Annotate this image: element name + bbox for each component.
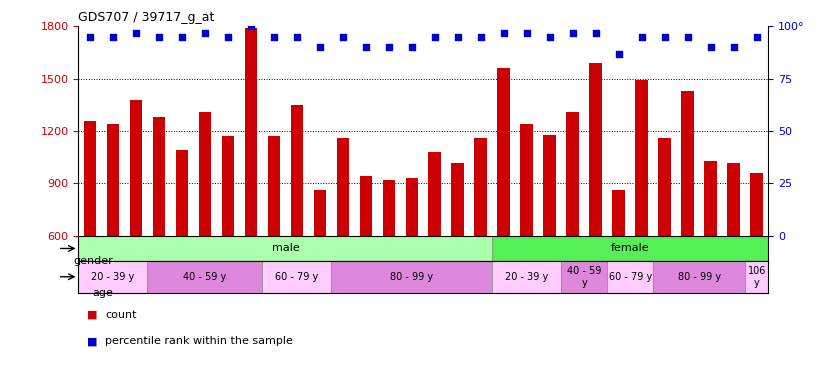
Text: gender: gender	[74, 256, 113, 266]
Point	[544, 34, 557, 40]
Bar	[492, 236, 768, 261]
Text: 106
y: 106 y	[748, 266, 766, 288]
Bar	[544, 135, 556, 236]
Bar	[520, 124, 533, 236]
Point	[313, 44, 326, 50]
Point	[406, 44, 419, 50]
Bar	[153, 117, 165, 236]
Point	[175, 34, 188, 40]
Bar	[78, 236, 492, 261]
Text: percentile rank within the sample: percentile rank within the sample	[105, 336, 292, 346]
Point	[152, 34, 165, 40]
Text: 80 - 99 y: 80 - 99 y	[390, 272, 434, 282]
Bar	[635, 80, 648, 236]
Point	[244, 23, 258, 29]
Point	[589, 30, 602, 36]
Text: female: female	[611, 243, 649, 254]
Text: ■: ■	[87, 336, 101, 346]
Text: GDS707 / 39717_g_at: GDS707 / 39717_g_at	[78, 11, 215, 24]
Point	[497, 30, 510, 36]
Bar	[198, 112, 211, 236]
Point	[268, 34, 281, 40]
Bar	[291, 105, 303, 236]
Point	[130, 30, 143, 36]
Bar	[474, 138, 487, 236]
Bar	[750, 173, 763, 236]
Bar	[130, 100, 142, 236]
Bar	[681, 91, 694, 236]
Point	[566, 30, 579, 36]
Bar	[562, 261, 607, 292]
Bar	[331, 261, 492, 292]
Bar	[705, 161, 717, 236]
Point	[290, 34, 303, 40]
Bar	[406, 178, 418, 236]
Text: count: count	[105, 310, 136, 320]
Bar	[382, 180, 395, 236]
Text: 80 - 99 y: 80 - 99 y	[677, 272, 721, 282]
Bar	[612, 190, 625, 236]
Text: 60 - 79 y: 60 - 79 y	[609, 272, 652, 282]
Point	[359, 44, 373, 50]
Text: ■: ■	[87, 310, 101, 320]
Bar	[452, 162, 464, 236]
Point	[474, 34, 487, 40]
Text: 20 - 39 y: 20 - 39 y	[506, 272, 548, 282]
Bar	[78, 261, 148, 292]
Point	[750, 34, 763, 40]
Text: 40 - 59 y: 40 - 59 y	[183, 272, 226, 282]
Point	[382, 44, 396, 50]
Point	[451, 34, 464, 40]
Point	[612, 51, 625, 57]
Point	[336, 34, 349, 40]
Bar	[314, 190, 326, 236]
Bar	[497, 68, 510, 236]
Point	[704, 44, 717, 50]
Bar	[492, 261, 562, 292]
Bar	[429, 152, 441, 236]
Text: age: age	[92, 288, 113, 297]
Point	[221, 34, 235, 40]
Point	[727, 44, 740, 50]
Text: male: male	[272, 243, 299, 254]
Text: 20 - 39 y: 20 - 39 y	[92, 272, 135, 282]
Bar	[83, 121, 97, 236]
Point	[658, 34, 672, 40]
Bar	[658, 138, 671, 236]
Bar	[244, 28, 257, 236]
Bar	[567, 112, 579, 236]
Bar	[107, 124, 119, 236]
Bar	[590, 63, 602, 236]
Bar	[268, 136, 280, 236]
Bar	[607, 261, 653, 292]
Bar	[263, 261, 331, 292]
Bar	[336, 138, 349, 236]
Bar	[728, 162, 740, 236]
Bar	[221, 136, 235, 236]
Bar	[745, 261, 768, 292]
Bar	[176, 150, 188, 236]
Text: 60 - 79 y: 60 - 79 y	[275, 272, 319, 282]
Point	[428, 34, 441, 40]
Point	[198, 30, 211, 36]
Bar	[359, 177, 373, 236]
Point	[83, 34, 97, 40]
Bar	[147, 261, 263, 292]
Point	[635, 34, 648, 40]
Point	[107, 34, 120, 40]
Bar	[653, 261, 745, 292]
Point	[520, 30, 534, 36]
Text: 40 - 59
y: 40 - 59 y	[567, 266, 601, 288]
Point	[681, 34, 695, 40]
